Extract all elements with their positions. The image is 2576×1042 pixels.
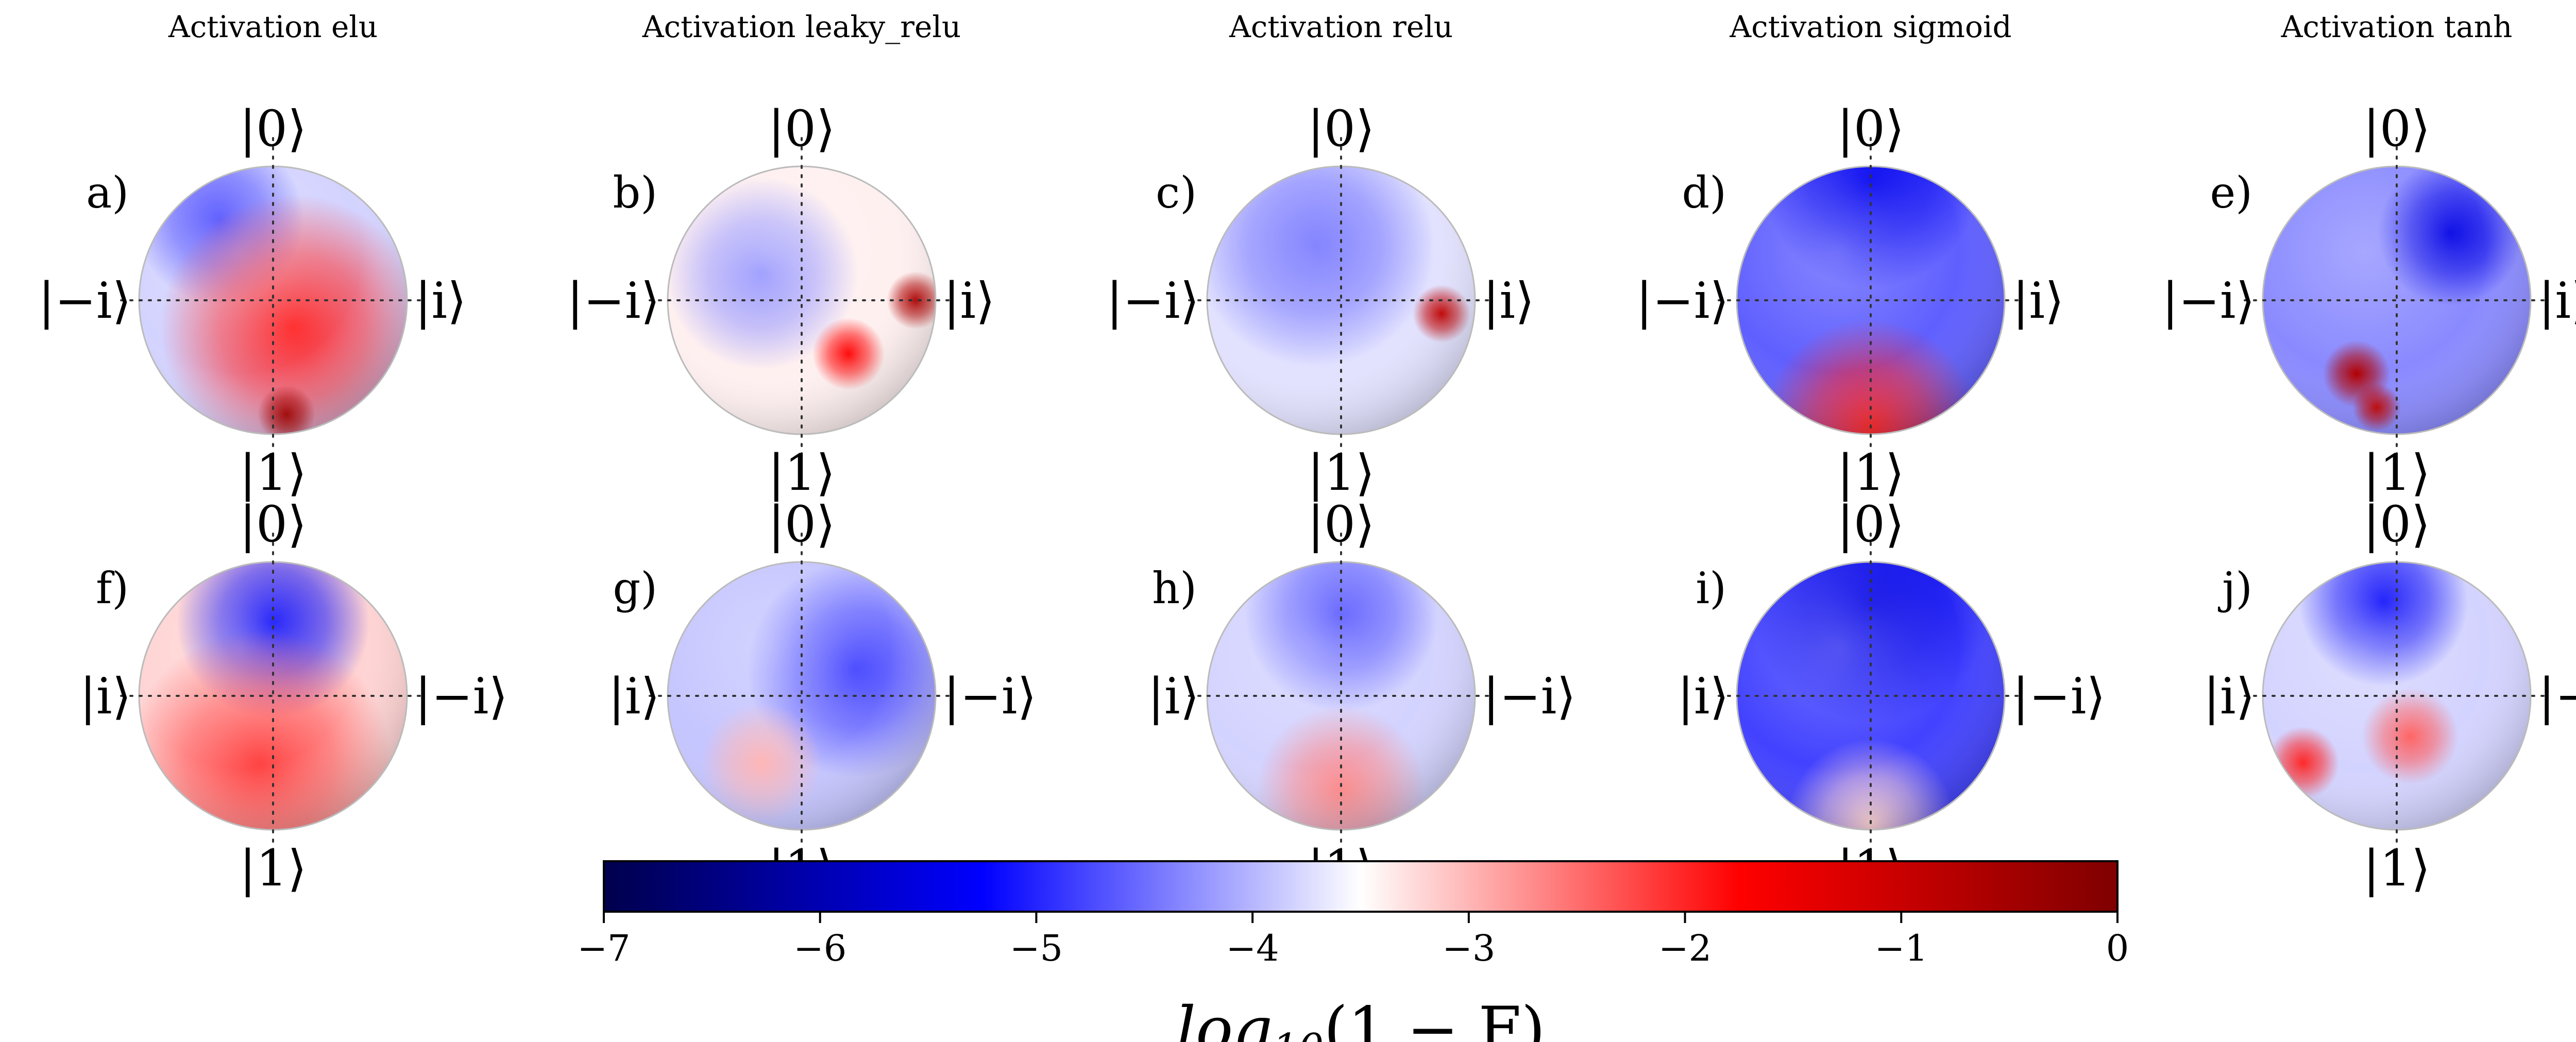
colorbar: −7 −6 −5 −4 −3 −2 −1 0 log10(1 − F)	[577, 860, 2129, 1042]
ket-top-j: |0⟩	[2363, 496, 2431, 553]
ket-left-j: |i⟩	[2204, 668, 2256, 725]
ket-right-d: |i⟩	[2012, 272, 2064, 330]
ket-bottom-a: |1⟩	[240, 444, 307, 502]
sphere-shading-d	[1737, 166, 2005, 434]
ket-right-a: |i⟩	[415, 272, 467, 330]
panel-i: |0⟩|1⟩|i⟩|−i⟩i)	[1677, 496, 2106, 897]
ket-top-f: |0⟩	[240, 496, 307, 553]
panel-title-b: Activation leaky_relu	[642, 9, 961, 44]
panel-label-f: f)	[96, 563, 129, 613]
panel-label-b: b)	[613, 167, 657, 218]
sphere-shading-c	[1207, 166, 1475, 434]
colorbar-tick-label-5: −2	[1658, 927, 1711, 969]
ket-right-j: |−i⟩	[2538, 668, 2576, 725]
ket-right-b: |i⟩	[943, 272, 995, 330]
panel-d: Activation sigmoid |0⟩ |1⟩ |−i⟩ |i⟩ d)	[1636, 9, 2064, 502]
ket-right-i: |−i⟩	[2012, 668, 2106, 725]
panel-title-c: Activation relu	[1229, 9, 1453, 44]
panel-title-a: Activation elu	[168, 9, 378, 44]
panel-c: Activation relu |0⟩ |1⟩ |−i⟩ |i⟩ c)	[1106, 9, 1534, 502]
colorbar-tick-label-3: −4	[1226, 927, 1279, 969]
ket-bottom-c: |1⟩	[1308, 444, 1375, 502]
bloch-sphere-a	[139, 166, 407, 434]
colorbar-tick-label-7: 0	[2106, 927, 2129, 969]
ket-bottom-d: |1⟩	[1837, 444, 1905, 502]
sphere-shading-h	[1207, 562, 1475, 830]
ket-right-c: |i⟩	[1483, 272, 1535, 330]
ket-left-a: |−i⟩	[38, 272, 131, 330]
sphere-shading-g	[668, 562, 936, 830]
ket-bottom-b: |1⟩	[768, 444, 836, 502]
sphere-shading-f	[139, 562, 407, 830]
colorbar-tick-label-1: −6	[793, 927, 846, 969]
ket-top-a: |0⟩	[240, 100, 307, 158]
ket-left-g: |i⟩	[608, 668, 660, 725]
ket-right-f: |−i⟩	[415, 668, 508, 725]
colorbar-gradient	[603, 860, 2119, 913]
bloch-sphere-c	[1207, 166, 1475, 434]
colorbar-tick-label-6: −1	[1875, 927, 1928, 969]
sphere-shading-i	[1737, 562, 2005, 830]
sphere-shading-e	[2263, 166, 2531, 434]
panel-label-c: c)	[1156, 167, 1197, 218]
ket-right-h: |−i⟩	[1483, 668, 1576, 725]
panel-label-d: d)	[1682, 167, 1726, 218]
panel-label-i: i)	[1696, 563, 1726, 613]
ket-right-e: |i⟩	[2538, 272, 2576, 330]
panel-f: |0⟩ |1⟩ |i⟩ |−i⟩ f)	[80, 496, 508, 897]
ket-bottom-j: |1⟩	[2363, 840, 2431, 897]
ket-bottom-f: |1⟩	[240, 840, 307, 897]
panel-e: Activation tanh |0⟩ |1⟩ |−i⟩ |i⟩ e)	[2162, 9, 2576, 502]
ket-left-d: |−i⟩	[1636, 272, 1729, 330]
ket-top-g: |0⟩	[768, 496, 836, 553]
panel-label-h: h)	[1152, 563, 1197, 613]
sphere-shading-b	[668, 166, 936, 434]
ket-top-b: |0⟩	[768, 100, 836, 158]
sphere-shading-a	[139, 166, 407, 434]
panel-h: |0⟩|1⟩|i⟩|−i⟩h)	[1148, 496, 1576, 897]
colorbar-label: log10(1 − F)	[1176, 994, 1546, 1042]
panel-g: |0⟩|1⟩|i⟩|−i⟩g)	[608, 496, 1037, 897]
ket-left-e: |−i⟩	[2162, 272, 2255, 330]
bloch-sphere-i	[1737, 562, 2005, 830]
panel-label-e: e)	[2210, 167, 2252, 218]
colorbar-tick-label-2: −5	[1010, 927, 1063, 969]
panel-title-d: Activation sigmoid	[1729, 9, 2011, 44]
panel-j: |0⟩ |1⟩ |i⟩ |−i⟩ j)	[2204, 496, 2576, 897]
ket-top-i: |0⟩	[1837, 496, 1905, 553]
ket-top-d: |0⟩	[1837, 100, 1905, 158]
ket-top-h: |0⟩	[1308, 496, 1375, 553]
panel-b: Activation leaky_relu |0⟩ |1⟩ |−i⟩ |i⟩ b)	[567, 9, 995, 502]
ket-top-c: |0⟩	[1308, 100, 1375, 158]
ket-bottom-e: |1⟩	[2363, 444, 2431, 502]
panel-label-j: j)	[2217, 563, 2252, 613]
panel-label-g: g)	[613, 563, 657, 613]
ket-left-c: |−i⟩	[1106, 272, 1199, 330]
ket-top-e: |0⟩	[2363, 100, 2431, 158]
ket-left-f: |i⟩	[80, 668, 132, 725]
colorbar-tick-label-0: −7	[577, 927, 630, 969]
ket-left-i: |i⟩	[1677, 668, 1730, 725]
panel-label-a: a)	[86, 167, 129, 218]
sphere-shading-j	[2263, 562, 2531, 830]
ket-left-b: |−i⟩	[567, 272, 660, 330]
panel-title-e: Activation tanh	[2281, 9, 2513, 44]
panels-layer: Activation elu|0⟩|1⟩|−i⟩ |i⟩a)Activation …	[38, 9, 2576, 897]
panel-a: Activation elu |0⟩ |1⟩ |−i⟩ |i⟩ a)	[38, 9, 466, 502]
ket-left-h: |i⟩	[1148, 668, 1200, 725]
ket-right-g: |−i⟩	[943, 668, 1037, 725]
colorbar-tick-label-4: −3	[1442, 927, 1495, 969]
